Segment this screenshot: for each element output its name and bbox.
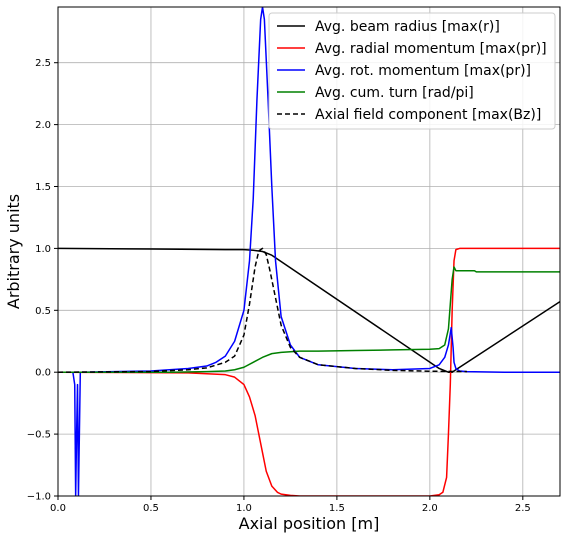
y-tick-label: 1.5 <box>35 182 51 193</box>
y-tick-label: −0.5 <box>27 430 51 441</box>
x-tick-label: 0.5 <box>143 503 159 514</box>
y-tick-label: −1.0 <box>27 492 51 503</box>
legend-label: Avg. rot. momentum [max(pr)] <box>315 63 531 79</box>
x-tick-label: 1.0 <box>236 503 252 514</box>
y-axis-label: Arbitrary units <box>4 194 23 309</box>
series-line-5 <box>58 247 468 373</box>
ticks: 0.0 0.5 1.0 1.5 2.0 2.5 −1.0 −0.5 0.0 0.5 1.0 1.5 2.… <box>27 58 531 514</box>
legend: Avg. beam radius [max(r)] Avg. radial mom… <box>268 12 556 130</box>
x-tick-label: 2.5 <box>515 503 531 514</box>
x-tick-label: 2.0 <box>422 503 438 514</box>
legend-label: Avg. radial momentum [max(pr)] <box>315 41 547 57</box>
y-tick-label: 0.0 <box>35 368 51 379</box>
x-tick-label: 0.0 <box>50 503 66 514</box>
y-tick-label: 1.0 <box>35 244 51 255</box>
x-tick-label: 1.5 <box>329 503 345 514</box>
legend-box <box>268 12 556 130</box>
legend-label: Axial field component [max(Bz)] <box>315 107 541 123</box>
y-tick-label: 2.0 <box>35 120 51 131</box>
series-line-4 <box>58 266 560 373</box>
y-tick-label: 0.5 <box>35 306 51 317</box>
plot-frame <box>57 6 561 497</box>
x-axis-label: Axial position [m] <box>239 514 380 533</box>
y-tick-label: 2.5 <box>35 58 51 69</box>
legend-label: Avg. beam radius [max(r)] <box>315 19 500 35</box>
legend-label: Avg. cum. turn [rad/pi] <box>315 85 474 101</box>
